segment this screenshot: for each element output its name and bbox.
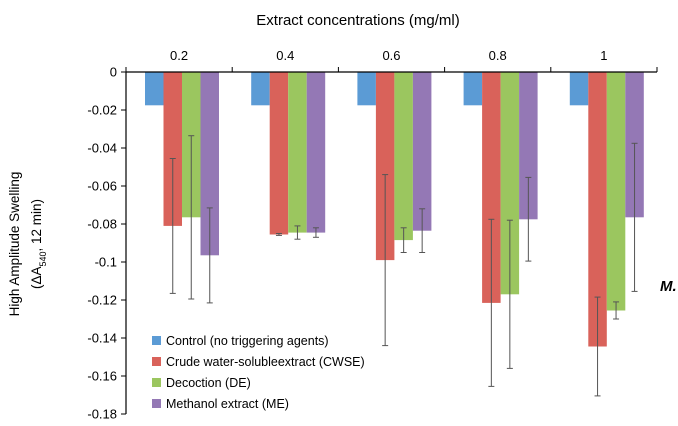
x-category-label-3: 0.8 xyxy=(489,48,507,63)
y-axis-label-unit: (ΔA540, 12 min) xyxy=(29,199,48,289)
y-tick-label-0: 0 xyxy=(110,65,117,80)
chart-title: Extract concentrations (mg/ml) xyxy=(256,12,459,29)
bar-s3-c3 xyxy=(519,72,538,220)
bar-s0-c1 xyxy=(251,72,270,106)
legend-label-1: Crude water-solubleextract (CWSE) xyxy=(166,355,365,369)
y-tick-label-4: -0.08 xyxy=(87,217,117,232)
y-tick-label-5: -0.1 xyxy=(95,255,117,270)
bar-s1-c2 xyxy=(375,72,395,261)
bar-s3-c0 xyxy=(200,72,219,256)
bar-s2-c1 xyxy=(288,72,307,233)
legend-label-0: Control (no triggering agents) xyxy=(166,334,329,348)
bar-s2-c4 xyxy=(606,72,626,311)
bar-s1-c3 xyxy=(482,72,501,303)
legend-swatch-3 xyxy=(152,399,161,408)
y-axis-label: High Amplitude Swelling xyxy=(7,172,22,317)
y-tick-label-8: -0.16 xyxy=(87,369,117,384)
x-category-label-4: 1 xyxy=(600,48,607,63)
bar-s0-c3 xyxy=(463,72,483,106)
corner-text: M. xyxy=(660,278,677,295)
x-category-label-0: 0.2 xyxy=(170,48,188,63)
legend-swatch-0 xyxy=(152,336,161,345)
y-tick-label-2: -0.04 xyxy=(87,141,117,156)
bar-s2-c3 xyxy=(500,72,520,295)
legend-swatch-1 xyxy=(152,357,161,366)
bar-s0-c2 xyxy=(357,72,376,106)
x-category-label-1: 0.4 xyxy=(276,48,294,63)
y-tick-label-1: -0.02 xyxy=(87,103,117,118)
bar-s0-c0 xyxy=(145,72,164,106)
y-tick-label-9: -0.18 xyxy=(87,407,117,422)
y-tick-label-7: -0.14 xyxy=(87,331,117,346)
bar-s1-c1 xyxy=(269,72,289,235)
y-tick-label-6: -0.12 xyxy=(87,293,117,308)
legend: Control (no triggering agents) Crude wate… xyxy=(152,334,365,411)
legend-label-2: Decoction (DE) xyxy=(166,376,251,390)
bar-s3-c1 xyxy=(306,72,326,233)
bar-s1-c4 xyxy=(588,72,607,347)
legend-label-3: Methanol extract (ME) xyxy=(166,397,289,411)
plot-area: 0 -0.02 -0.04 -0.06 -0.08 -0.1 -0.12 -0.14 -0.16… xyxy=(87,48,658,422)
bar-s3-c2 xyxy=(412,72,432,231)
legend-swatch-2 xyxy=(152,378,161,387)
y-tick-label-3: -0.06 xyxy=(87,179,117,194)
bar-s1-c0 xyxy=(163,72,182,226)
bar-s0-c4 xyxy=(569,72,589,106)
bar-s2-c2 xyxy=(394,72,413,241)
x-category-label-2: 0.6 xyxy=(382,48,400,63)
